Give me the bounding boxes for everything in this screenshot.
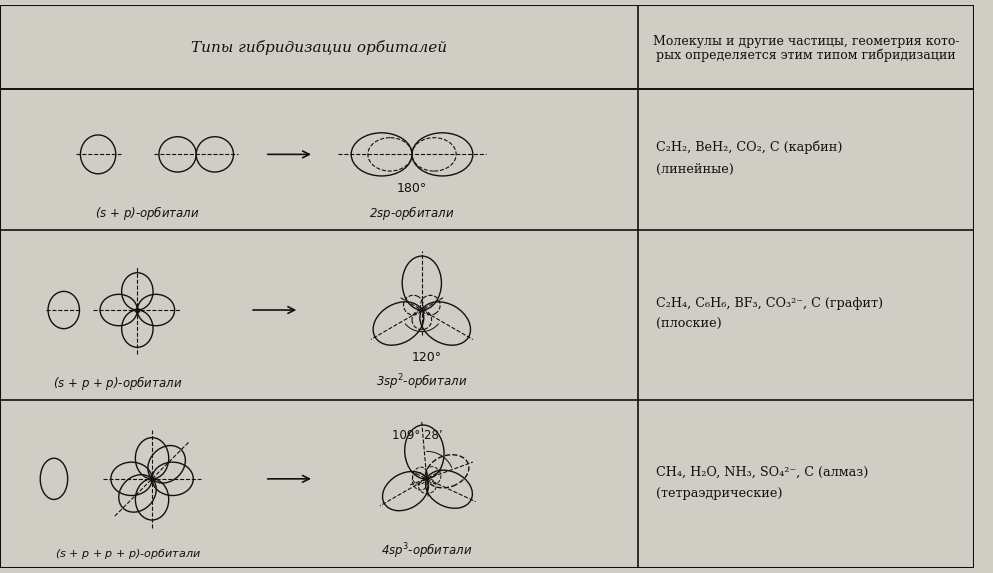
Text: CH₄, H₂O, NH₃, SO₄²⁻, C (алмаз): CH₄, H₂O, NH₃, SO₄²⁻, C (алмаз) <box>655 465 868 478</box>
Text: C₂H₄, C₆H₆, BF₃, CO₃²⁻, C (графит): C₂H₄, C₆H₆, BF₃, CO₃²⁻, C (графит) <box>655 297 883 309</box>
Text: Типы гибридизации орбиталей: Типы гибридизации орбиталей <box>191 40 447 54</box>
Text: 2$sp$-орбитали: 2$sp$-орбитали <box>369 204 455 222</box>
Text: 4$sp$$^3$-орбитали: 4$sp$$^3$-орбитали <box>381 541 473 561</box>
Text: ($s$ + $p$ + $p$ + $p$)-орбитали: ($s$ + $p$ + $p$ + $p$)-орбитали <box>55 547 201 561</box>
Text: (плоские): (плоские) <box>655 318 722 331</box>
Text: ($s$ + $p$)-орбитали: ($s$ + $p$)-орбитали <box>95 204 200 222</box>
Text: C₂H₂, BeH₂, CO₂, C (карбин): C₂H₂, BeH₂, CO₂, C (карбин) <box>655 141 842 154</box>
Text: 3$sp$$^2$-орбитали: 3$sp$$^2$-орбитали <box>376 372 468 392</box>
Text: 180°: 180° <box>397 182 427 195</box>
Text: (тетраэдрические): (тетраэдрические) <box>655 487 782 500</box>
Text: рых определяется этим типом гибридизации: рых определяется этим типом гибридизации <box>656 48 956 62</box>
Text: 109° 28’: 109° 28’ <box>392 429 443 442</box>
Text: 120°: 120° <box>412 351 442 364</box>
Text: Молекулы и другие частицы, геометрия кото-: Молекулы и другие частицы, геометрия кот… <box>652 34 959 48</box>
Text: (линейные): (линейные) <box>655 163 734 175</box>
Text: ($s$ + $p$ + $p$)-орбитали: ($s$ + $p$ + $p$)-орбитали <box>53 374 183 392</box>
